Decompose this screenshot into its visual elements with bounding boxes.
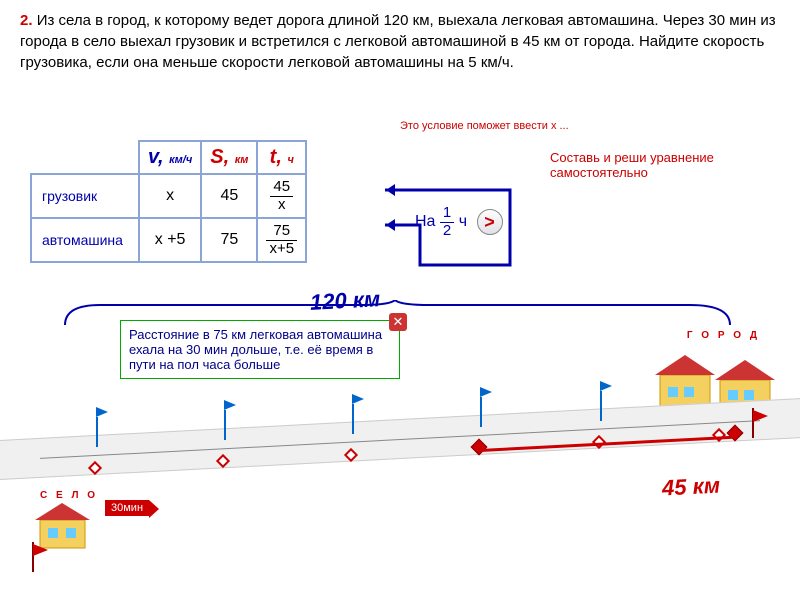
note-box: Расстояние в 75 км легковая автомашина е…	[120, 320, 400, 379]
close-icon[interactable]: ✕	[389, 313, 407, 331]
distance-45: 45 км	[661, 472, 720, 501]
cell-v-truck: x	[139, 174, 201, 218]
road-tick	[352, 404, 354, 434]
flag-30min: 30мин	[105, 500, 149, 516]
road-tick	[480, 397, 482, 427]
col-v: v, км/ч	[139, 141, 201, 174]
row-label-truck: грузовик	[31, 174, 139, 218]
cell-t-truck: 45x	[257, 174, 306, 218]
problem-body: Из села в город, к которому ведет дорога…	[20, 12, 776, 71]
table-row: автомашина x +5 75 75x+5	[31, 218, 306, 262]
city-label: Г О Р О Д	[687, 330, 760, 341]
time-diff: На 12 ч >	[415, 205, 503, 239]
cell-s-truck: 45	[201, 174, 257, 218]
greater-button[interactable]: >	[477, 209, 503, 235]
problem-text: 2. Из села в город, к которому ведет дор…	[0, 0, 800, 78]
col-t: t, ч	[257, 141, 306, 174]
cell-s-car: 75	[201, 218, 257, 262]
road-tick	[224, 410, 226, 440]
table-row: грузовик x 45 45x	[31, 174, 306, 218]
problem-number: 2.	[20, 12, 33, 29]
road-tick	[96, 417, 98, 447]
hint-text: Это условие поможет ввести x ...	[400, 120, 569, 132]
row-label-car: автомашина	[31, 218, 139, 262]
road-tick	[600, 391, 602, 421]
data-table: v, км/ч S, км t, ч грузовик x 45 45x авт…	[30, 140, 307, 263]
flag-start-icon	[30, 542, 50, 572]
col-s: S, км	[201, 141, 257, 174]
cell-v-car: x +5	[139, 218, 201, 262]
cell-t-car: 75x+5	[257, 218, 306, 262]
instruction-text: Составь и реши уравнение самостоятельно	[550, 150, 750, 180]
flag-end-icon	[750, 408, 770, 438]
